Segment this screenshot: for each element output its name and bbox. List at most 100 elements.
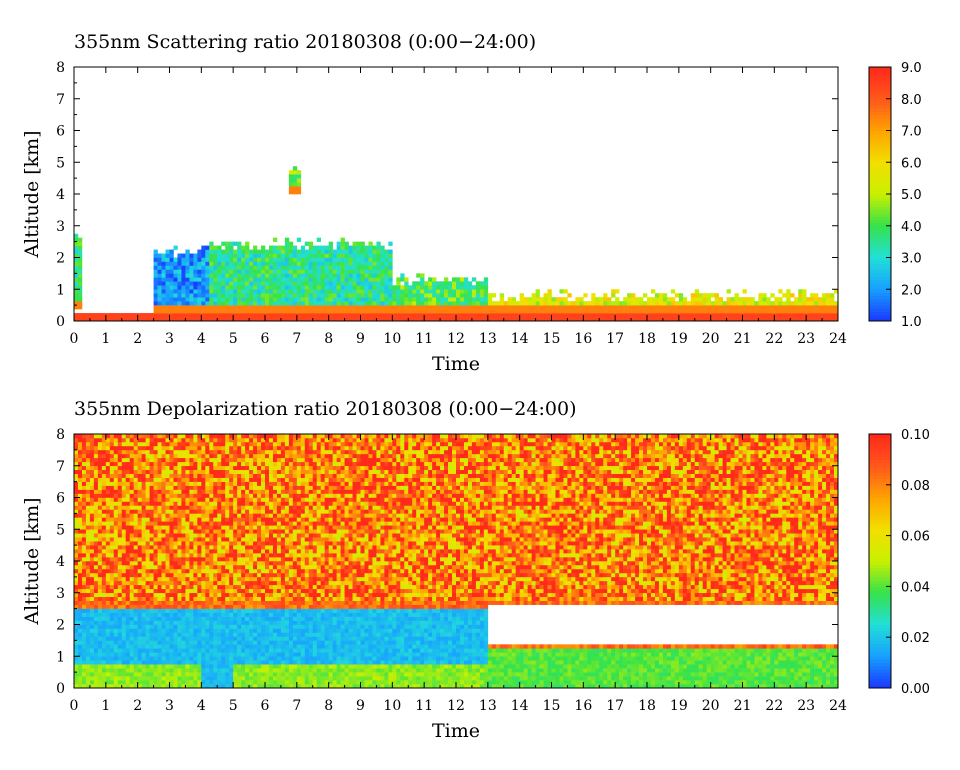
heatmap-cell	[109, 489, 115, 494]
heatmap-cell	[531, 297, 536, 302]
heatmap-cell	[388, 257, 393, 262]
heatmap-cell	[360, 269, 365, 274]
heatmap-cell	[149, 521, 154, 526]
heatmap-cell	[157, 513, 162, 518]
heatmap-cell	[189, 640, 194, 645]
heatmap-cell	[93, 529, 99, 534]
heatmap-cell	[77, 317, 83, 322]
heatmap-cell	[658, 317, 664, 322]
heatmap-cell	[165, 473, 170, 478]
heatmap-cell	[113, 489, 119, 494]
heatmap-cell	[189, 441, 194, 447]
heatmap-cell	[109, 317, 115, 322]
heatmap-cell	[109, 525, 115, 530]
heatmap-cell	[109, 313, 115, 318]
heatmap-cell	[710, 305, 715, 310]
heatmap-cell	[595, 301, 600, 306]
heatmap-cell	[93, 477, 99, 482]
heatmap-cell	[213, 620, 218, 625]
heatmap-cell	[193, 277, 198, 282]
heatmap-cell	[157, 644, 162, 649]
heatmap-cell	[105, 640, 111, 645]
heatmap-cell	[145, 588, 150, 594]
heatmap-cell	[806, 317, 811, 322]
heatmap-cell	[181, 545, 186, 550]
colorbar-swatch	[869, 209, 891, 214]
heatmap-cell	[129, 453, 134, 459]
y-tick-label: 7	[56, 92, 65, 108]
heatmap-cell	[229, 588, 234, 594]
heatmap-cell	[284, 257, 290, 262]
heatmap-cell	[165, 261, 170, 266]
heatmap-cell	[157, 461, 162, 467]
heatmap-cell	[316, 265, 322, 270]
heatmap-cell	[507, 317, 513, 322]
heatmap-cell	[368, 249, 373, 254]
heatmap-cell	[229, 509, 234, 514]
heatmap-cell	[137, 453, 142, 459]
heatmap-cell	[670, 289, 676, 294]
heatmap-cell	[316, 289, 322, 294]
heatmap-cell	[213, 668, 218, 673]
heatmap-cell	[233, 461, 238, 467]
heatmap-cell	[412, 289, 417, 294]
heatmap-cell	[213, 277, 218, 282]
heatmap-cell	[304, 305, 310, 310]
colorbar-swatch	[869, 241, 891, 246]
heatmap-cell	[193, 489, 198, 494]
heatmap-cell	[93, 313, 99, 318]
heatmap-cell	[217, 505, 222, 510]
heatmap-cell	[125, 600, 131, 605]
heatmap-cell	[444, 305, 449, 310]
heatmap-cell	[157, 501, 162, 506]
heatmap-cell	[121, 434, 127, 439]
heatmap-cell	[627, 309, 632, 314]
heatmap-cell	[288, 269, 294, 274]
heatmap-cell	[149, 513, 154, 518]
heatmap-cell	[209, 513, 214, 518]
heatmap-cell	[452, 317, 457, 322]
heatmap-cell	[233, 493, 238, 498]
heatmap-cell	[213, 477, 218, 482]
heatmap-cell	[312, 281, 318, 286]
heatmap-cell	[356, 249, 361, 254]
heatmap-cell	[205, 273, 210, 278]
heatmap-cell	[125, 596, 131, 601]
heatmap-cell	[77, 434, 83, 439]
heatmap-cell	[225, 453, 230, 459]
heatmap-cell	[237, 580, 242, 586]
heatmap-cell	[814, 309, 819, 314]
heatmap-cell	[304, 309, 310, 314]
heatmap-cell	[475, 281, 481, 286]
heatmap-cell	[320, 309, 325, 314]
heatmap-cell	[169, 545, 174, 550]
heatmap-cell	[428, 309, 433, 314]
heatmap-cell	[77, 453, 83, 459]
heatmap-cell	[217, 525, 222, 530]
heatmap-cell	[221, 680, 226, 685]
heatmap-cell	[233, 277, 238, 282]
heatmap-cell	[77, 632, 83, 637]
heatmap-cell	[778, 313, 783, 318]
heatmap-cell	[161, 632, 166, 637]
heatmap-cell	[296, 293, 302, 298]
heatmap-cell	[296, 265, 302, 270]
heatmap-cell	[133, 672, 138, 677]
heatmap-cell	[173, 261, 178, 266]
heatmap-cell	[101, 592, 107, 598]
heatmap-cell	[181, 501, 186, 506]
heatmap-cell	[93, 648, 99, 653]
heatmap-cell	[133, 568, 138, 574]
heatmap-cell	[428, 305, 433, 310]
heatmap-cell	[201, 465, 206, 471]
heatmap-cell	[782, 309, 787, 314]
heatmap-cell	[308, 261, 314, 266]
heatmap-cell	[153, 301, 158, 306]
heatmap-cell	[81, 549, 87, 554]
heatmap-cell	[324, 257, 329, 262]
heatmap-cell	[101, 489, 107, 494]
heatmap-cell	[245, 301, 250, 306]
heatmap-cell	[336, 301, 341, 306]
heatmap-cell	[730, 309, 735, 314]
heatmap-cell	[591, 313, 596, 318]
